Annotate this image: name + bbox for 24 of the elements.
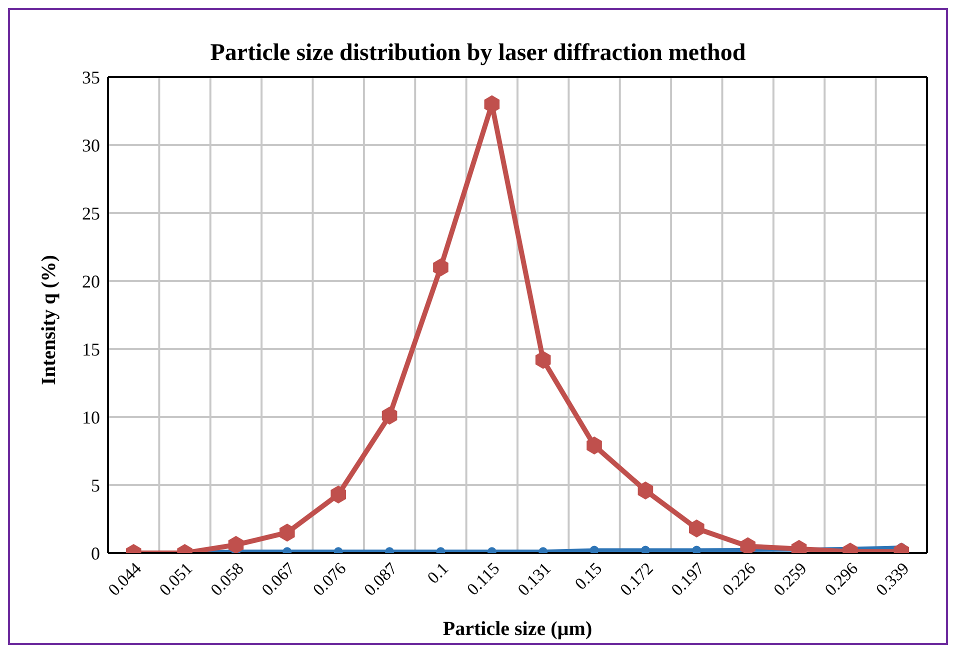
y-tick-label: 5	[91, 475, 100, 496]
point	[692, 546, 702, 553]
x-axis-title: Particle size (µm)	[442, 618, 592, 640]
y-tick-label: 35	[82, 67, 100, 88]
y-tick-label: 20	[82, 271, 100, 292]
y-axis-title: Intensity q (%)	[38, 254, 60, 385]
y-tick-label: 15	[82, 339, 100, 360]
point	[280, 524, 295, 542]
point	[382, 406, 398, 425]
point	[689, 520, 704, 538]
y-tick-label: 25	[82, 203, 100, 224]
point	[433, 258, 448, 276]
chart-title: Particle size distribution by laser diffraction method	[209, 39, 747, 68]
x-tick-label: 0.1	[424, 558, 452, 588]
point	[640, 546, 650, 553]
y-tick-label: 30	[82, 135, 100, 156]
point	[590, 546, 599, 553]
y-tick-label: 0	[91, 543, 100, 564]
point	[586, 436, 602, 455]
point	[330, 486, 346, 504]
point	[535, 350, 551, 369]
x-tick-label: 0.15	[571, 558, 606, 594]
y-tick-label: 10	[82, 407, 100, 428]
point	[638, 481, 654, 500]
